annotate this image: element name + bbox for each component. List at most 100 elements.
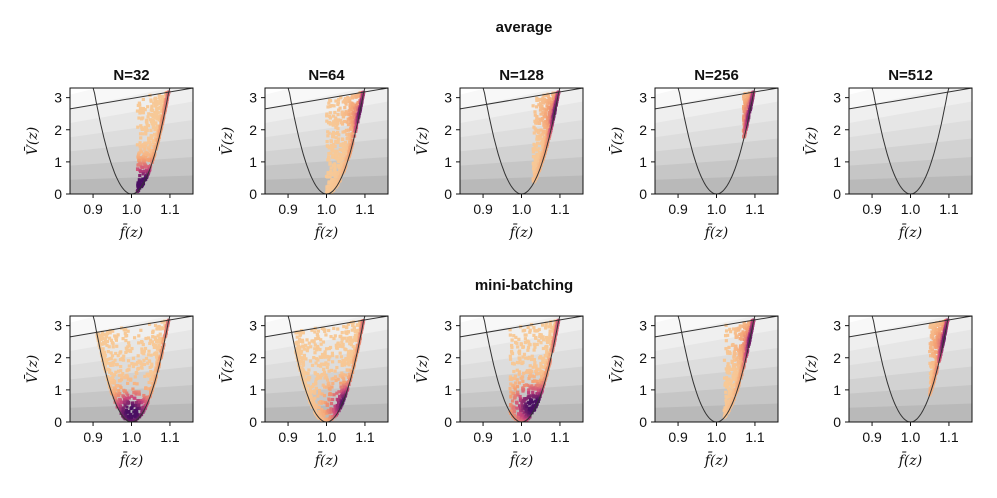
y-axis-label: V̄(z) <box>218 127 236 155</box>
density-cell <box>305 338 309 342</box>
density-cell <box>143 127 147 131</box>
density-cell <box>331 130 336 135</box>
y-axis-label: V̄(z) <box>802 355 820 383</box>
density-cell <box>153 335 157 339</box>
density-cell <box>730 384 734 388</box>
density-cell <box>317 409 322 413</box>
density-cell <box>328 161 332 165</box>
density-cell <box>332 114 336 118</box>
density-cell <box>328 415 332 419</box>
density-cell <box>726 333 730 337</box>
density-cell <box>532 142 536 146</box>
density-cell <box>317 405 321 410</box>
density-cell <box>296 340 300 344</box>
density-cell <box>334 132 338 136</box>
density-cell <box>529 357 534 362</box>
density-cell <box>126 401 130 405</box>
density-cell <box>115 344 119 348</box>
density-cell <box>521 379 525 383</box>
upper-bound-line <box>654 87 779 110</box>
density-cell <box>333 375 338 379</box>
density-cell <box>534 395 538 399</box>
density-cell <box>321 383 325 387</box>
density-cell <box>320 392 324 396</box>
density-cell <box>331 132 335 136</box>
density-cell <box>726 403 731 407</box>
density-cell <box>550 92 555 96</box>
density-cell <box>515 378 519 382</box>
density-cell <box>532 358 536 362</box>
density-cell <box>140 132 145 136</box>
density-cell <box>337 133 341 137</box>
density-cell <box>108 361 112 366</box>
density-cell <box>345 112 349 116</box>
upper-bound-line <box>654 315 779 338</box>
density-cell <box>337 390 341 394</box>
density-cell <box>330 351 335 355</box>
density-cell <box>508 333 512 337</box>
density-cell <box>137 401 141 405</box>
density-cell <box>309 345 313 349</box>
density-cell <box>134 392 138 396</box>
y-tick-label: 2 <box>639 350 647 366</box>
density-cell <box>331 155 335 159</box>
density-cell <box>742 107 746 111</box>
density-cell <box>512 362 516 366</box>
density-cell <box>517 381 521 385</box>
y-tick-label: 1 <box>444 154 452 170</box>
y-axis-label: V̄(z) <box>802 127 820 155</box>
density-cell <box>351 102 355 106</box>
density-cell <box>531 387 535 391</box>
density-cell <box>542 93 546 97</box>
density-cell <box>526 383 530 387</box>
density-cell <box>147 387 151 391</box>
density-cell <box>147 112 151 116</box>
density-cell <box>540 104 544 109</box>
density-cell <box>931 333 935 337</box>
density-cell <box>339 389 344 393</box>
density-cell <box>548 331 552 336</box>
density-cell <box>727 365 731 369</box>
density-cell <box>126 381 130 385</box>
density-cell <box>323 353 327 357</box>
density-cell <box>941 327 945 331</box>
density-cell <box>333 334 337 338</box>
density-cell <box>302 345 306 349</box>
density-cell <box>724 390 728 394</box>
density-cell <box>532 406 536 410</box>
x-tick-label: 0.9 <box>668 201 688 217</box>
density-cell <box>139 117 144 121</box>
density-cell <box>350 123 354 127</box>
density-cell <box>928 325 932 329</box>
density-cell <box>124 346 128 350</box>
density-cell <box>313 347 317 351</box>
density-cell <box>737 351 741 355</box>
density-cell <box>328 111 332 115</box>
band <box>70 175 193 194</box>
density-cell <box>508 354 512 358</box>
density-cell <box>143 108 147 112</box>
density-cell <box>334 343 338 347</box>
density-cell <box>157 345 161 350</box>
density-cell <box>297 330 301 334</box>
density-cell <box>323 362 327 367</box>
density-cell <box>136 404 141 408</box>
density-cell <box>530 354 534 358</box>
density-cell <box>535 137 539 141</box>
density-cell <box>931 373 936 377</box>
density-cell <box>337 360 341 364</box>
density-cell <box>340 337 345 341</box>
density-cell <box>328 355 332 359</box>
density-cell <box>103 338 107 342</box>
density-cell <box>343 373 348 377</box>
density-cell <box>521 345 525 349</box>
density-cell <box>731 375 735 379</box>
density-cell <box>336 101 340 105</box>
density-cell <box>931 342 935 347</box>
density-cell <box>343 336 347 340</box>
density-cell <box>533 385 537 390</box>
density-cell <box>533 148 537 152</box>
density-cell <box>144 132 148 136</box>
density-cell <box>143 404 147 408</box>
